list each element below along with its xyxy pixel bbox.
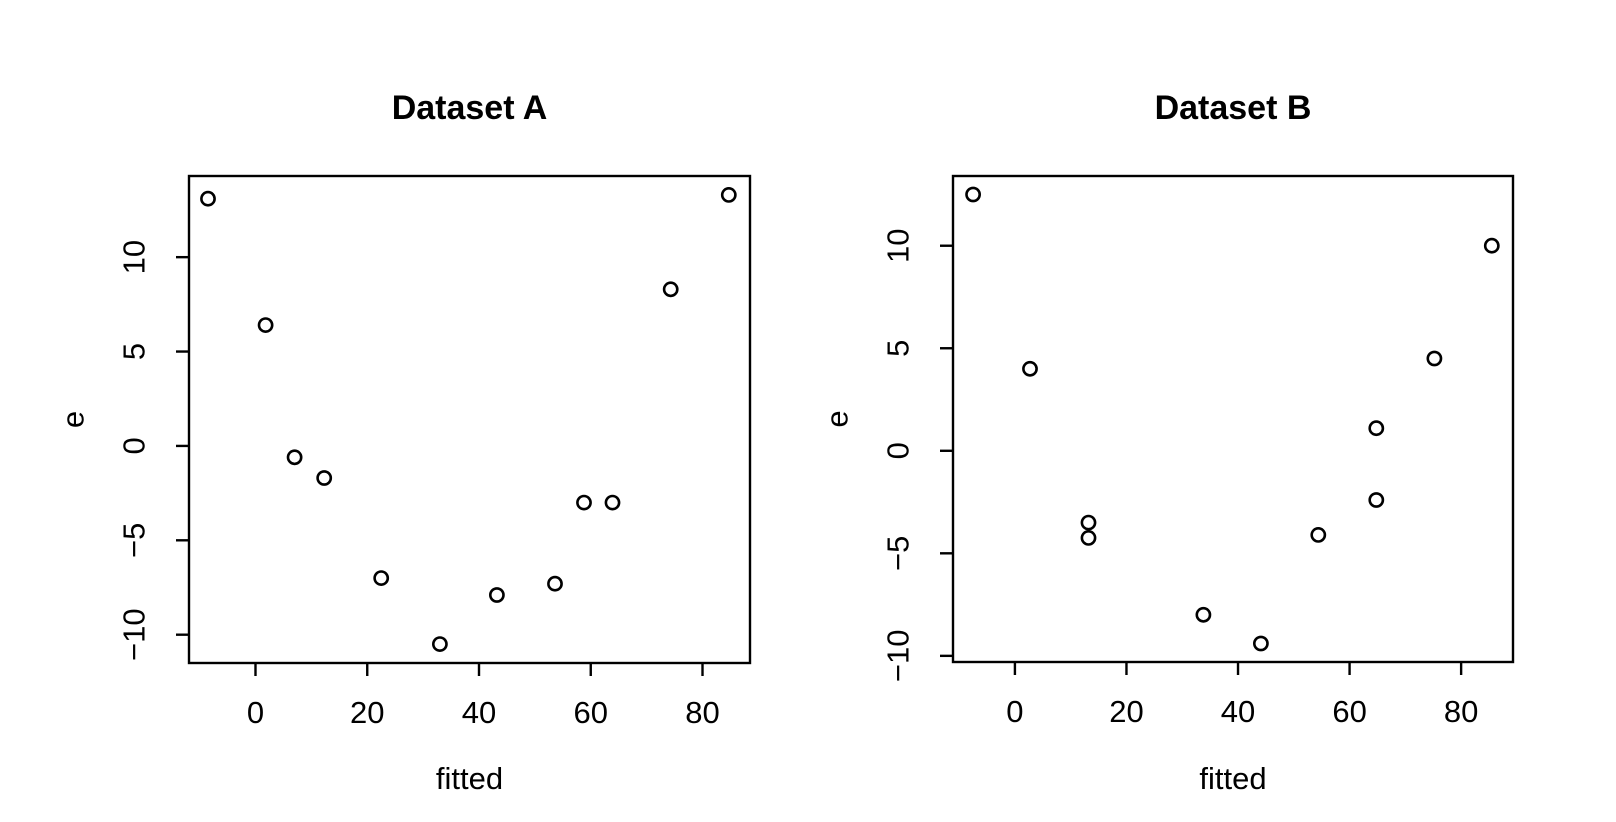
plot-box [951,174,1515,664]
x-tick-label: 40 [1221,694,1255,729]
y-tick-label: 0 [881,442,916,459]
data-point [547,575,563,592]
x-axis-label: fitted [436,761,503,796]
panel-title: Dataset A [392,89,548,127]
y-tick-label: 0 [117,437,152,454]
data-point [1080,530,1097,546]
data-point [1253,635,1269,652]
y-axis-label: e [56,411,91,428]
y-tick-label: −5 [881,536,916,571]
data-point [720,186,737,203]
data-point [1310,527,1327,543]
data-point [1483,237,1500,254]
data-point [431,636,448,652]
y-tick-label: 10 [881,228,916,262]
x-tick-label: 60 [574,695,608,730]
data-point [316,470,333,486]
x-tick-label: 20 [1109,694,1143,729]
y-tick-label: −10 [117,608,152,661]
data-point [1195,606,1212,623]
x-tick-label: 60 [1332,694,1366,729]
x-tick-label: 80 [685,695,719,730]
data-point [662,281,679,298]
x-tick-label: 0 [1006,694,1023,729]
y-tick-label: 10 [117,240,152,274]
data-point [200,190,216,207]
y-tick-label: 5 [881,340,916,357]
x-tick-label: 0 [247,695,264,730]
data-point [1022,360,1038,377]
data-point [1080,514,1097,531]
panel-dataset-a: Dataset A 0 20 40 60 80 −10 −5 0 5 10 fitted e [56,89,752,796]
panel-title: Dataset B [1155,89,1312,127]
y-axis-label: e [820,410,855,427]
data-point [965,186,981,203]
plot-box [187,174,752,665]
x-axis-label: fitted [1199,761,1266,796]
x-tick-label: 40 [462,695,496,730]
y-tick-label: −10 [881,630,916,683]
y-tick-label: 5 [117,343,152,360]
x-tick-label: 20 [350,695,384,730]
panel-dataset-b: Dataset B 0 20 40 60 80 −10 −5 0 5 10 fitted e [820,89,1515,796]
y-tick-label: −5 [117,523,152,558]
data-point [604,494,621,511]
data-point [1426,350,1443,367]
data-point [576,494,592,511]
data-point [257,317,274,333]
data-point [373,570,390,586]
data-point [488,587,505,603]
data-point [1368,492,1385,508]
x-tick-label: 80 [1444,694,1478,729]
data-point [1368,420,1385,437]
data-point [286,449,303,466]
